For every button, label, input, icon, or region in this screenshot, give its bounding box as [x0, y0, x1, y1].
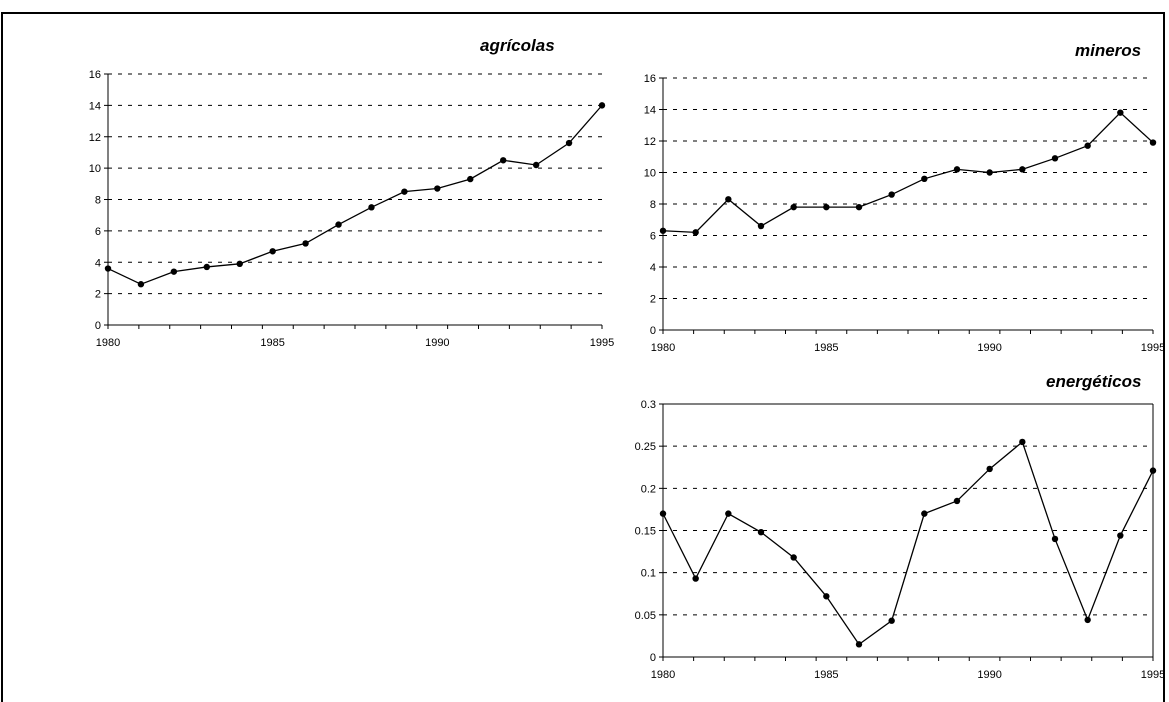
x-tick-label: 1980 [651, 669, 675, 681]
data-point [401, 188, 408, 195]
data-point [598, 102, 606, 109]
data-point [269, 248, 276, 255]
figure-frame [1, 12, 1165, 702]
data-point [104, 265, 112, 272]
y-tick-label: 0.05 [635, 610, 656, 622]
data-point [1051, 535, 1059, 543]
y-tick-label: 12 [644, 136, 656, 148]
data-point [302, 240, 309, 247]
y-tick-label: 0 [650, 652, 656, 664]
data-point [790, 554, 797, 561]
x-tick-label: 1990 [977, 342, 1001, 354]
x-tick-label: 1985 [814, 342, 838, 354]
data-point [855, 641, 863, 648]
y-tick-label: 8 [95, 195, 101, 207]
y-tick-label: 14 [644, 105, 656, 117]
y-tick-label: 4 [650, 262, 656, 274]
data-point [1117, 109, 1124, 116]
x-tick-label: 1990 [425, 337, 449, 349]
data-point [986, 465, 993, 473]
data-point [532, 161, 540, 169]
x-tick-label: 1980 [651, 342, 675, 354]
y-tick-label: 10 [89, 163, 101, 175]
data-point [1051, 155, 1059, 162]
x-tick-label: 1985 [814, 669, 838, 681]
data-point [888, 617, 895, 624]
y-tick-label: 0.2 [641, 483, 656, 495]
data-point [170, 268, 178, 275]
y-tick-label: 0.3 [641, 399, 656, 411]
series-line [662, 440, 1154, 646]
data-point [434, 185, 441, 192]
data-point [1117, 532, 1124, 539]
y-tick-label: 4 [95, 257, 101, 269]
x-tick-label: 1990 [977, 669, 1001, 681]
data-point [659, 227, 667, 234]
y-tick-label: 14 [89, 100, 101, 112]
chart-title-agricolas: agrícolas [480, 36, 555, 55]
data-point [692, 229, 699, 236]
data-point [1019, 438, 1026, 446]
y-tick-label: 16 [644, 73, 656, 85]
series-line [107, 104, 603, 285]
series-line [662, 111, 1154, 234]
data-point [953, 497, 961, 505]
data-point [921, 175, 928, 182]
x-tick-label: 1995 [1141, 669, 1165, 681]
data-point [1084, 142, 1091, 149]
data-point [953, 166, 961, 173]
data-point [725, 196, 732, 203]
data-point [692, 575, 699, 582]
x-tick-label: 1995 [1141, 342, 1165, 354]
y-tick-label: 0 [650, 325, 656, 337]
data-point [823, 203, 830, 211]
data-point [757, 222, 765, 230]
data-point [888, 191, 895, 198]
y-tick-label: 0.25 [635, 441, 656, 453]
data-point [203, 263, 210, 271]
y-tick-label: 2 [95, 289, 101, 301]
data-point [368, 204, 375, 211]
data-point [921, 510, 928, 517]
x-tick-label: 1980 [96, 337, 120, 349]
y-tick-label: 16 [89, 69, 101, 81]
data-point [823, 593, 830, 600]
data-point [790, 203, 797, 211]
y-tick-label: 8 [650, 199, 656, 211]
data-point [467, 175, 474, 183]
y-tick-label: 0.15 [635, 526, 656, 538]
x-tick-label: 1985 [260, 337, 284, 349]
data-point [565, 139, 573, 147]
data-point [986, 169, 993, 176]
data-point [500, 157, 507, 164]
y-tick-label: 6 [650, 231, 656, 243]
data-point [659, 510, 667, 517]
y-tick-label: 6 [95, 226, 101, 238]
chart-title-mineros: mineros [1075, 41, 1142, 60]
data-point [757, 528, 765, 536]
data-point [1149, 139, 1157, 146]
chart-title-energeticos: energéticos [1046, 372, 1142, 391]
data-point [1019, 166, 1026, 173]
data-point [855, 203, 863, 211]
data-point [1084, 616, 1091, 624]
y-tick-label: 2 [650, 294, 656, 306]
y-tick-label: 0 [95, 320, 101, 332]
data-point [1149, 467, 1157, 474]
data-point [725, 510, 732, 517]
data-point [236, 260, 243, 268]
x-tick-label: 1995 [590, 337, 614, 349]
y-tick-label: 10 [644, 168, 656, 180]
y-tick-label: 12 [89, 132, 101, 144]
data-point [335, 221, 342, 228]
y-tick-label: 0.1 [641, 568, 656, 580]
data-point [137, 281, 145, 288]
